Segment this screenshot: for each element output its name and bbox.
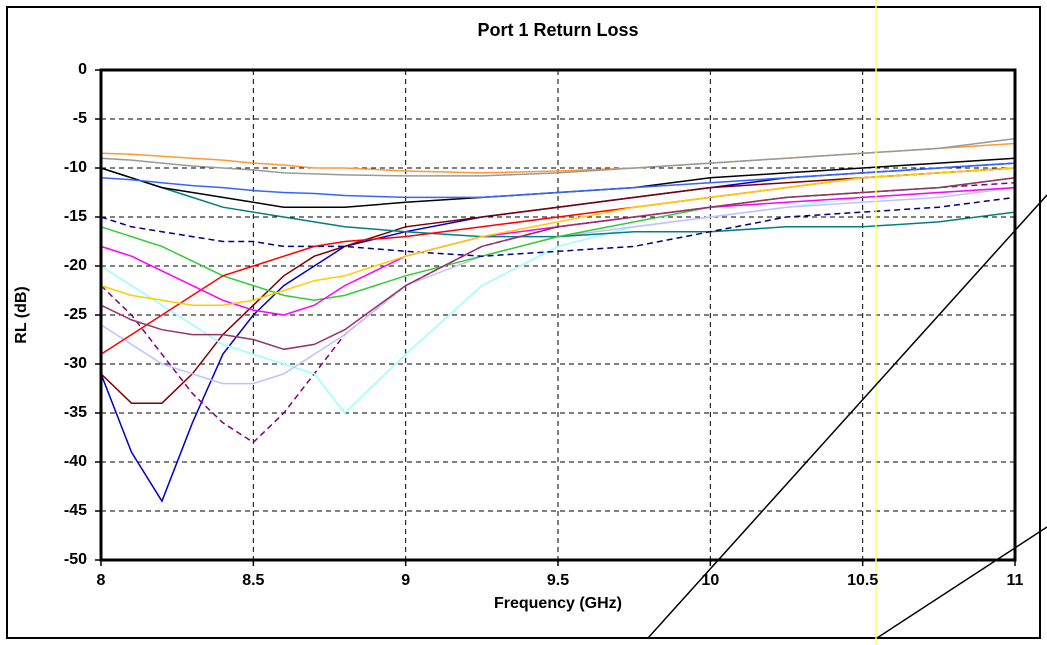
x-tick-label: 8.5 [242, 572, 264, 589]
x-tick-label: 10 [701, 572, 719, 589]
x-tick-label: 9 [401, 572, 410, 589]
series-line [100, 167, 1016, 404]
annotation-line [876, 526, 1047, 639]
series-line [100, 137, 1016, 177]
series-line [100, 167, 1016, 238]
y-axis-label: RL (dB) [13, 286, 30, 343]
y-tick-label: -40 [64, 453, 87, 470]
x-axis-label: Frequency (GHz) [494, 595, 622, 612]
y-tick-label: -20 [64, 257, 87, 274]
series-line [100, 177, 1016, 351]
y-tick-label: -15 [64, 208, 87, 225]
series-line [100, 196, 1016, 257]
x-tick-label: 10.5 [847, 572, 878, 589]
y-tick-label: -45 [64, 502, 87, 519]
chart-title: Port 1 Return Loss [477, 20, 638, 40]
x-tick-label: 8 [97, 572, 106, 589]
lines [100, 137, 1016, 503]
series-line [100, 186, 1016, 385]
series-line [100, 186, 1016, 316]
annotation-line [647, 194, 1047, 639]
series-line [100, 157, 1016, 208]
chart-border [6, 6, 1041, 639]
y-tick-label: -30 [64, 355, 87, 372]
series-line [100, 186, 1016, 415]
x-tick-label: 9.5 [547, 572, 569, 589]
y-tick-label: 0 [78, 61, 87, 78]
y-tick-label: -35 [64, 404, 87, 421]
y-tick-label: -25 [64, 306, 87, 323]
series-line [100, 162, 1016, 199]
y-tick-label: -10 [64, 159, 87, 176]
y-tick-label: -50 [64, 551, 87, 568]
x-tick-label: 11 [1007, 572, 1024, 589]
y-tick-label: -5 [73, 110, 87, 127]
series-line [100, 167, 1016, 306]
